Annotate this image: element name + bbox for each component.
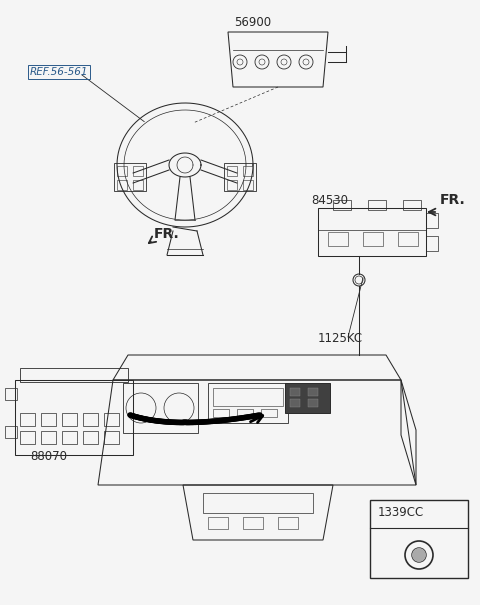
Bar: [285, 383, 330, 413]
Bar: [41, 431, 56, 444]
Text: FR.: FR.: [154, 227, 180, 241]
Text: 56900: 56900: [234, 16, 272, 29]
Bar: [117, 180, 127, 190]
Bar: [368, 200, 386, 210]
Bar: [114, 163, 146, 191]
Bar: [5, 388, 17, 400]
Bar: [213, 388, 283, 406]
Bar: [20, 368, 128, 382]
Bar: [370, 500, 468, 578]
Bar: [15, 380, 133, 455]
Bar: [261, 409, 277, 417]
Bar: [290, 399, 300, 407]
Bar: [227, 180, 237, 190]
Bar: [398, 232, 418, 246]
Bar: [203, 493, 313, 513]
Bar: [426, 213, 438, 228]
Bar: [20, 431, 35, 444]
Text: 84530: 84530: [312, 194, 348, 207]
Bar: [318, 208, 426, 256]
Bar: [83, 413, 98, 426]
Bar: [5, 426, 17, 438]
Bar: [208, 383, 288, 423]
Bar: [308, 399, 318, 407]
Bar: [308, 388, 318, 396]
Bar: [20, 413, 35, 426]
Bar: [363, 232, 383, 246]
Bar: [227, 166, 237, 176]
Bar: [403, 200, 421, 210]
Bar: [333, 200, 351, 210]
Bar: [104, 431, 119, 444]
Text: REF.56-561: REF.56-561: [30, 67, 88, 77]
Bar: [237, 409, 253, 417]
Bar: [243, 166, 253, 176]
Bar: [243, 517, 263, 529]
Text: 1125KC: 1125KC: [318, 332, 363, 345]
Bar: [104, 413, 119, 426]
Bar: [328, 232, 348, 246]
Bar: [133, 180, 143, 190]
Bar: [62, 413, 77, 426]
Text: 1339CC: 1339CC: [378, 506, 424, 519]
Bar: [426, 236, 438, 251]
Bar: [208, 517, 228, 529]
Bar: [243, 180, 253, 190]
Bar: [62, 431, 77, 444]
Bar: [83, 431, 98, 444]
Text: FR.: FR.: [440, 193, 466, 207]
Bar: [278, 517, 298, 529]
Bar: [213, 409, 229, 417]
Bar: [224, 163, 256, 191]
Bar: [133, 166, 143, 176]
Circle shape: [412, 548, 426, 562]
Bar: [41, 413, 56, 426]
Bar: [123, 383, 198, 433]
Bar: [117, 166, 127, 176]
Bar: [290, 388, 300, 396]
Text: 88070: 88070: [30, 450, 67, 463]
